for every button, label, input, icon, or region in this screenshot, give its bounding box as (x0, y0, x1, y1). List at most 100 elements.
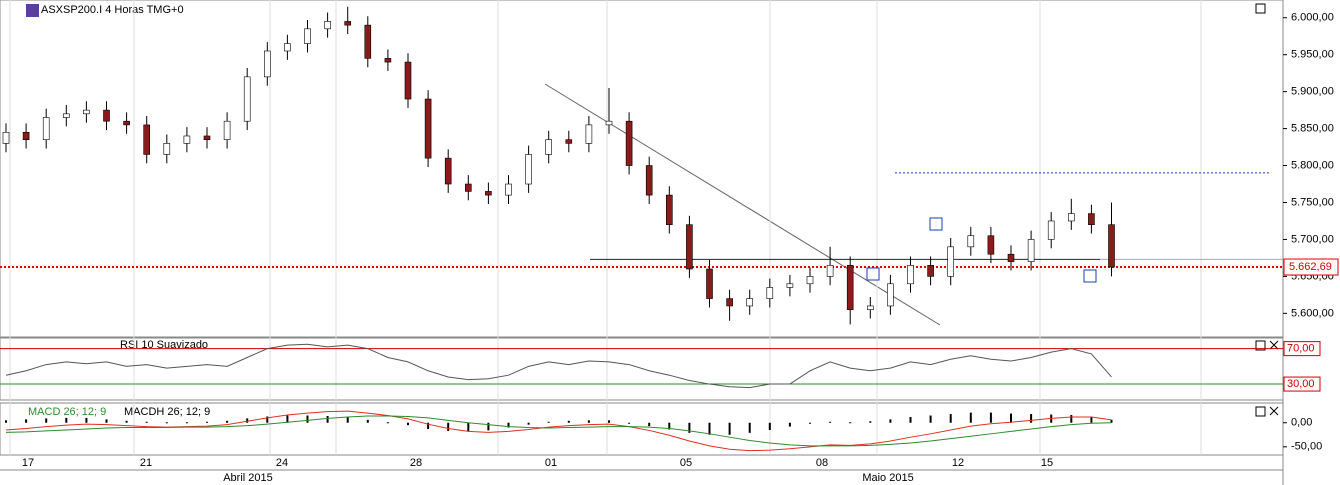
histogram-bar (165, 422, 168, 424)
rsi-line (5, 343, 1112, 389)
histogram-bar (869, 421, 872, 423)
candle-body (887, 283, 894, 307)
candle-body (1068, 213, 1075, 222)
histogram-bar (909, 416, 912, 423)
candle-body (1047, 220, 1055, 240)
histogram-bar (1030, 414, 1033, 423)
candle-body (1007, 253, 1015, 262)
histogram-bar (407, 422, 409, 426)
x-tick-label: 24 (276, 457, 288, 469)
histogram-bar (849, 422, 852, 424)
candle-body (1088, 213, 1095, 225)
histogram-bar (608, 420, 610, 423)
histogram-bar (507, 422, 510, 428)
candle-body (987, 235, 995, 255)
candle-body (927, 265, 934, 277)
candle-body (565, 139, 573, 144)
rsi-tick-box (1283, 341, 1321, 357)
panel-buttons (1255, 3, 1279, 417)
maximize-button[interactable] (1255, 340, 1266, 351)
histogram-bar (587, 420, 590, 423)
histogram-bar (65, 417, 68, 423)
candle-body (746, 298, 754, 307)
histogram-bar (346, 416, 349, 423)
x-tick-label: 01 (545, 457, 557, 469)
macd-line (5, 410, 1112, 452)
candle-body (625, 120, 633, 166)
histogram-bar (567, 420, 570, 423)
candle-body (143, 124, 150, 155)
histogram-bar (447, 422, 450, 431)
y-tick-label: 5.950,00 (1291, 49, 1334, 61)
candle-body (2, 131, 10, 144)
signal-marker (866, 267, 880, 281)
candle-body (62, 113, 70, 118)
histogram-bar (266, 416, 269, 423)
histogram-bar (206, 421, 208, 423)
histogram-bar (105, 419, 108, 423)
last-price-label: 5.662,69 (1289, 261, 1332, 273)
y-tick-label: 5.750,00 (1291, 196, 1334, 208)
histogram-bar (788, 422, 791, 427)
rsi-tick-box (1283, 376, 1321, 392)
histogram-bar (386, 422, 389, 424)
candle-body (1027, 239, 1035, 262)
chart-title[interactable]: ASXSP200.I 4 Horas TMG+0 (41, 4, 184, 16)
histogram-bar (5, 420, 7, 423)
candle-body (485, 191, 492, 196)
candle-body (726, 298, 733, 307)
histogram-bar (768, 422, 771, 430)
macd-label[interactable]: MACD 26; 12; 9 (28, 406, 106, 418)
histogram-bar (246, 418, 249, 423)
maximize-button[interactable] (1255, 3, 1266, 14)
signal-marker (1083, 269, 1097, 283)
histogram-bar (989, 412, 992, 423)
candle-body (605, 120, 613, 126)
candle-body (645, 165, 653, 196)
y-tick-label: 5.800,00 (1291, 159, 1334, 171)
candle-body (263, 50, 271, 78)
histogram-bar (45, 418, 48, 423)
y-tick-label: 5.600,00 (1291, 307, 1334, 319)
macdh-label[interactable]: MACDH 26; 12; 9 (124, 406, 210, 418)
candle-body (22, 131, 30, 140)
maximize-button[interactable] (1255, 406, 1266, 417)
histogram-bar (949, 414, 952, 423)
rsi-label[interactable]: RSI 10 Suavizado (120, 339, 208, 351)
histogram-bar (145, 421, 148, 423)
histogram-bar (929, 415, 932, 423)
candle-body (424, 98, 432, 159)
candle-body (384, 58, 392, 63)
close-button[interactable] (1269, 340, 1279, 416)
candle-body (243, 76, 251, 122)
histogram-bar (748, 422, 751, 433)
candle-body (103, 109, 110, 122)
candle-body (223, 120, 231, 140)
y-tick-label: 0,00 (1291, 417, 1312, 429)
candle-body (766, 287, 774, 299)
x-tick-label: 17 (22, 457, 34, 469)
histogram-bar (427, 422, 430, 429)
candle-body (846, 265, 854, 310)
histogram-bar (708, 422, 711, 435)
x-tick-label: 28 (410, 457, 422, 469)
histogram-bar (829, 421, 832, 423)
histogram-bar (1010, 413, 1012, 423)
histogram-bar (889, 419, 892, 423)
macd-line (5, 415, 1112, 447)
histogram-bar (1070, 415, 1073, 423)
histogram-bar (547, 421, 550, 423)
x-tick-label: 21 (140, 457, 152, 469)
candle-body (183, 135, 191, 144)
candle-body (444, 157, 452, 185)
candle-body (304, 28, 311, 44)
candle-body (866, 305, 874, 310)
month-label: Maio 2015 (862, 472, 913, 484)
candle-body (786, 283, 794, 288)
candle-body (907, 265, 914, 285)
candle-body (83, 109, 90, 115)
histogram-bar (809, 422, 811, 424)
signal-marker (929, 217, 943, 231)
candle-body (665, 194, 673, 225)
